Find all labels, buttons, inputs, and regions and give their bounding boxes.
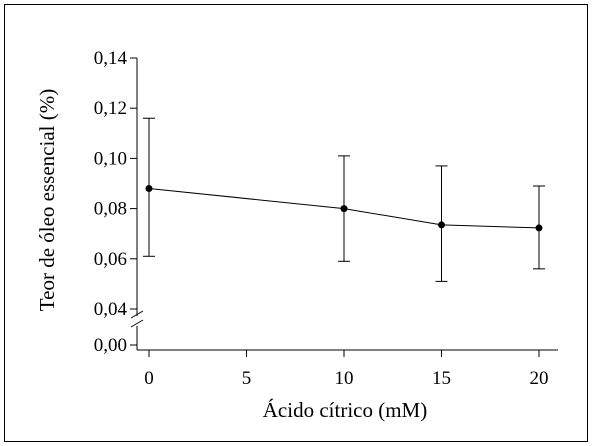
data-point <box>145 185 153 193</box>
data-point <box>438 221 445 229</box>
series-line <box>148 188 540 229</box>
y-tick-label: 0,08 <box>94 199 127 220</box>
x-tick-label: 15 <box>432 368 451 389</box>
x-tick-label: 20 <box>530 368 549 389</box>
y-axis-break-mark <box>130 310 144 319</box>
axes: 0,00 0,04 0,06 0,08 0,10 0,12 0,14 0 5 10 15 20 <box>94 48 558 389</box>
x-tick-label: 10 <box>335 368 354 389</box>
y-tick-label: 0,12 <box>94 98 127 119</box>
y-axis-title: Teor de óleo essencial (%) <box>35 89 59 311</box>
x-tick-label: 5 <box>242 368 252 389</box>
y-tick-label: 0,10 <box>94 148 127 169</box>
chart-frame <box>4 4 588 442</box>
y-axis-break-mark <box>130 319 144 328</box>
data-point <box>340 205 348 213</box>
x-axis-title: Ácido cítrico (mM) <box>263 398 427 422</box>
y-tick-label: 0,04 <box>94 299 128 320</box>
chart-marks <box>143 117 545 282</box>
data-point <box>535 224 543 232</box>
x-tick-label: 0 <box>144 368 154 389</box>
y-tick-label: 0,14 <box>94 48 128 69</box>
y-tick-label: 0,00 <box>94 335 127 356</box>
y-tick-label: 0,06 <box>94 249 127 270</box>
